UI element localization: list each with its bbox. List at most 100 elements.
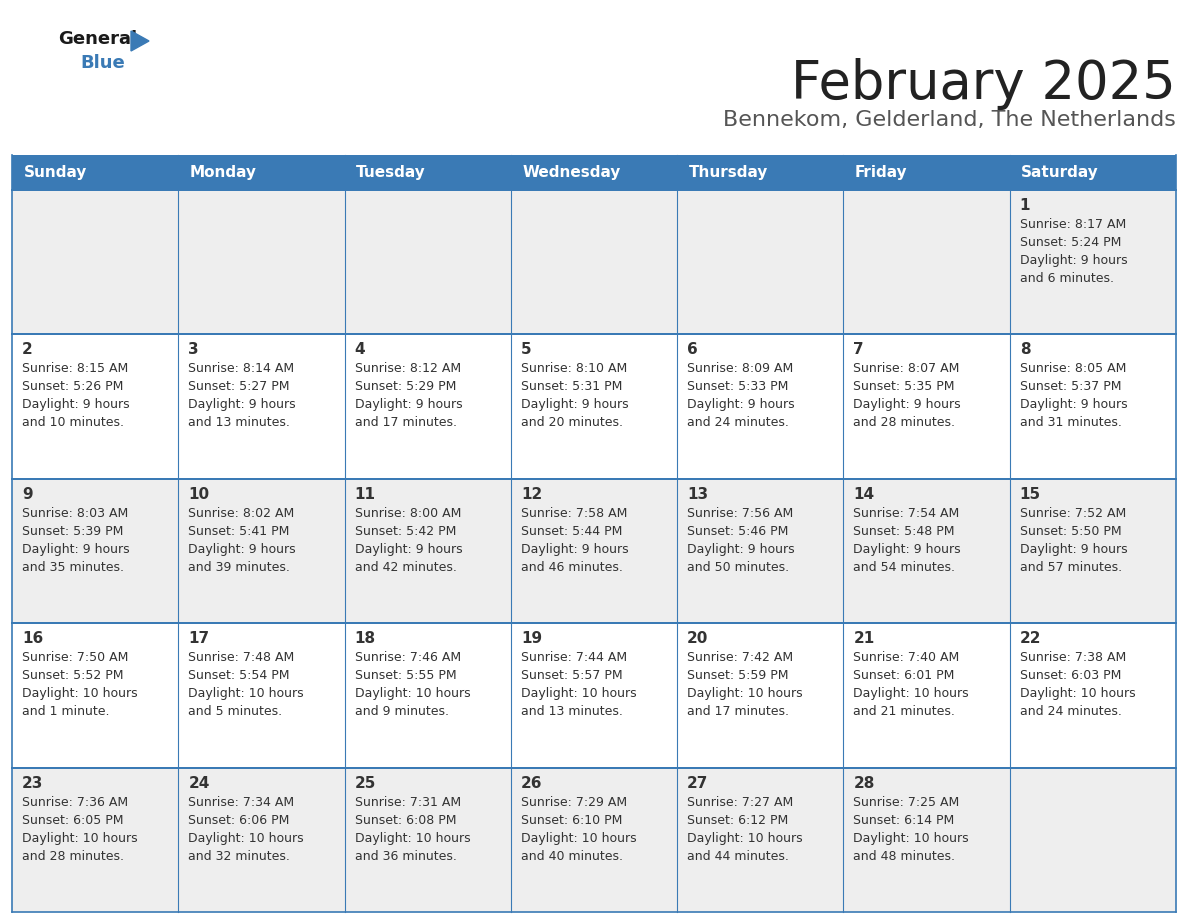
Text: 9: 9 (21, 487, 32, 502)
Bar (677, 479, 843, 623)
Text: Sunset: 5:27 PM: Sunset: 5:27 PM (188, 380, 290, 394)
Text: and 40 minutes.: and 40 minutes. (520, 849, 623, 863)
Text: and 50 minutes.: and 50 minutes. (687, 561, 789, 574)
Text: and 42 minutes.: and 42 minutes. (354, 561, 456, 574)
Text: Sunday: Sunday (24, 165, 87, 180)
Text: 8: 8 (1019, 342, 1030, 357)
Bar (677, 623, 843, 767)
Text: 16: 16 (21, 632, 43, 646)
Text: Daylight: 9 hours: Daylight: 9 hours (687, 398, 795, 411)
Bar (12, 479, 178, 623)
Text: and 6 minutes.: and 6 minutes. (1019, 272, 1113, 285)
Bar (1010, 155, 1176, 190)
Text: Sunrise: 7:48 AM: Sunrise: 7:48 AM (188, 651, 295, 665)
Text: and 24 minutes.: and 24 minutes. (1019, 705, 1121, 718)
Text: Sunset: 6:06 PM: Sunset: 6:06 PM (188, 813, 290, 826)
Text: Sunset: 5:39 PM: Sunset: 5:39 PM (21, 525, 124, 538)
Text: Wednesday: Wednesday (523, 165, 621, 180)
Text: 18: 18 (354, 632, 375, 646)
Text: Daylight: 10 hours: Daylight: 10 hours (188, 832, 304, 845)
Text: Daylight: 9 hours: Daylight: 9 hours (354, 398, 462, 411)
Bar (511, 334, 677, 479)
Text: Sunset: 6:05 PM: Sunset: 6:05 PM (21, 813, 124, 826)
Bar (511, 479, 677, 623)
Text: 25: 25 (354, 776, 375, 790)
Bar (12, 334, 178, 479)
Text: and 32 minutes.: and 32 minutes. (188, 849, 290, 863)
Bar (1010, 623, 1176, 767)
Bar (345, 334, 511, 479)
Bar (843, 155, 1010, 190)
Bar (345, 155, 511, 190)
Text: Daylight: 9 hours: Daylight: 9 hours (520, 543, 628, 555)
Text: Sunrise: 8:17 AM: Sunrise: 8:17 AM (1019, 218, 1126, 231)
Text: 28: 28 (853, 776, 874, 790)
Bar (1010, 334, 1176, 479)
Text: 20: 20 (687, 632, 708, 646)
Text: Daylight: 10 hours: Daylight: 10 hours (354, 832, 470, 845)
Text: Sunset: 5:54 PM: Sunset: 5:54 PM (188, 669, 290, 682)
Text: Daylight: 10 hours: Daylight: 10 hours (21, 832, 138, 845)
Text: Sunrise: 8:12 AM: Sunrise: 8:12 AM (354, 363, 461, 375)
Text: Sunrise: 7:27 AM: Sunrise: 7:27 AM (687, 796, 794, 809)
Bar (345, 479, 511, 623)
Text: Sunrise: 7:58 AM: Sunrise: 7:58 AM (520, 507, 627, 520)
Text: and 10 minutes.: and 10 minutes. (21, 417, 124, 430)
Text: and 21 minutes.: and 21 minutes. (853, 705, 955, 718)
Text: Daylight: 9 hours: Daylight: 9 hours (354, 543, 462, 555)
Text: Sunrise: 7:25 AM: Sunrise: 7:25 AM (853, 796, 960, 809)
Text: 27: 27 (687, 776, 708, 790)
Bar (843, 623, 1010, 767)
Bar (843, 190, 1010, 334)
Text: and 35 minutes.: and 35 minutes. (21, 561, 124, 574)
Text: Thursday: Thursday (689, 165, 769, 180)
Text: Sunrise: 7:54 AM: Sunrise: 7:54 AM (853, 507, 960, 520)
Text: Sunrise: 8:07 AM: Sunrise: 8:07 AM (853, 363, 960, 375)
Text: Sunset: 5:41 PM: Sunset: 5:41 PM (188, 525, 290, 538)
Bar (677, 190, 843, 334)
Text: Sunrise: 7:38 AM: Sunrise: 7:38 AM (1019, 651, 1126, 665)
Text: and 13 minutes.: and 13 minutes. (188, 417, 290, 430)
Text: Daylight: 9 hours: Daylight: 9 hours (21, 398, 129, 411)
Text: and 1 minute.: and 1 minute. (21, 705, 109, 718)
Text: Daylight: 9 hours: Daylight: 9 hours (1019, 254, 1127, 267)
Text: Daylight: 9 hours: Daylight: 9 hours (687, 543, 795, 555)
Text: Saturday: Saturday (1022, 165, 1099, 180)
Bar (12, 623, 178, 767)
Text: 15: 15 (1019, 487, 1041, 502)
Bar (178, 190, 345, 334)
Text: and 5 minutes.: and 5 minutes. (188, 705, 283, 718)
Text: and 57 minutes.: and 57 minutes. (1019, 561, 1121, 574)
Text: 26: 26 (520, 776, 543, 790)
Text: and 28 minutes.: and 28 minutes. (853, 417, 955, 430)
Text: Bennekom, Gelderland, The Netherlands: Bennekom, Gelderland, The Netherlands (723, 110, 1176, 130)
Text: 23: 23 (21, 776, 43, 790)
Bar (12, 190, 178, 334)
Text: Sunset: 5:35 PM: Sunset: 5:35 PM (853, 380, 955, 394)
Text: Friday: Friday (855, 165, 908, 180)
Bar (345, 623, 511, 767)
Text: Daylight: 10 hours: Daylight: 10 hours (188, 688, 304, 700)
Text: 10: 10 (188, 487, 209, 502)
Text: 3: 3 (188, 342, 198, 357)
Text: Daylight: 9 hours: Daylight: 9 hours (1019, 398, 1127, 411)
Text: Sunset: 5:52 PM: Sunset: 5:52 PM (21, 669, 124, 682)
Text: and 46 minutes.: and 46 minutes. (520, 561, 623, 574)
Text: Sunrise: 8:05 AM: Sunrise: 8:05 AM (1019, 363, 1126, 375)
Text: Sunrise: 7:29 AM: Sunrise: 7:29 AM (520, 796, 627, 809)
Text: Daylight: 9 hours: Daylight: 9 hours (188, 398, 296, 411)
Text: 6: 6 (687, 342, 697, 357)
Text: Daylight: 9 hours: Daylight: 9 hours (853, 398, 961, 411)
Text: 12: 12 (520, 487, 542, 502)
Bar (511, 767, 677, 912)
Text: Sunrise: 7:42 AM: Sunrise: 7:42 AM (687, 651, 794, 665)
Bar (178, 623, 345, 767)
Bar (511, 155, 677, 190)
Text: Sunrise: 7:46 AM: Sunrise: 7:46 AM (354, 651, 461, 665)
Text: Daylight: 9 hours: Daylight: 9 hours (520, 398, 628, 411)
Text: Sunrise: 7:50 AM: Sunrise: 7:50 AM (21, 651, 128, 665)
Text: 7: 7 (853, 342, 864, 357)
Text: 1: 1 (1019, 198, 1030, 213)
Bar (511, 623, 677, 767)
Bar (178, 334, 345, 479)
